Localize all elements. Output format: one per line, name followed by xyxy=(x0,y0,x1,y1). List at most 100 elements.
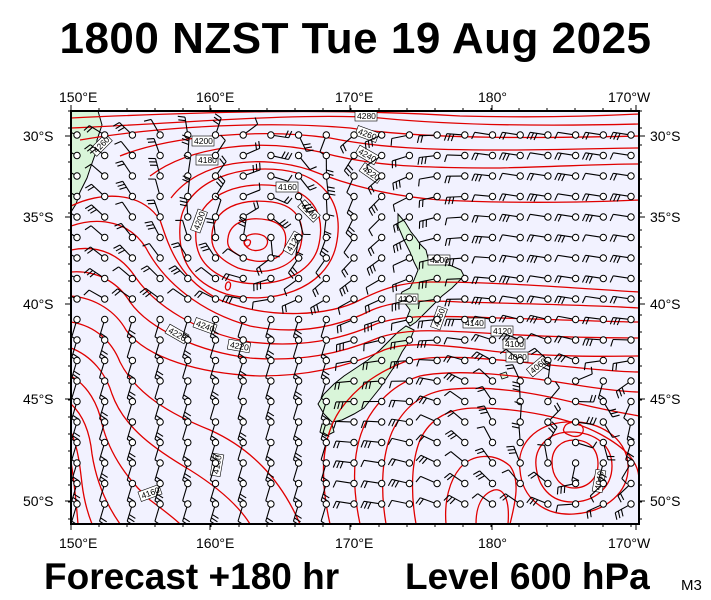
wind-barb xyxy=(265,418,275,444)
wind-barb xyxy=(526,213,552,222)
wind-barb xyxy=(334,356,358,371)
wind-barb xyxy=(415,377,441,386)
wind-barb xyxy=(83,289,109,303)
wind-barb xyxy=(444,295,469,307)
wind-barb xyxy=(154,315,164,342)
wind-barb xyxy=(476,426,497,447)
wind-barb xyxy=(211,155,227,180)
wind-barb xyxy=(195,266,220,283)
wind-barb xyxy=(554,335,580,344)
lon-label: 160°E xyxy=(196,89,234,105)
wind-barb xyxy=(115,201,137,221)
wind-barb xyxy=(182,175,192,201)
wind-barb xyxy=(221,295,247,304)
wind-barb xyxy=(554,315,580,324)
wind-barb xyxy=(571,416,597,426)
wind-barb xyxy=(182,315,192,342)
wind-barb xyxy=(471,254,497,264)
wind-barb xyxy=(209,418,220,444)
wind-barb xyxy=(294,151,317,171)
wind-barb xyxy=(334,377,358,390)
wind-barb xyxy=(320,315,330,342)
wind-barb xyxy=(387,499,414,508)
wind-barb xyxy=(332,438,358,449)
wind-barb xyxy=(71,212,81,221)
wind-barb xyxy=(237,500,247,524)
contour-label: 4080 xyxy=(508,352,527,362)
wind-barb xyxy=(179,196,192,221)
wind-barb xyxy=(281,295,303,314)
wind-barb xyxy=(599,418,620,438)
wind-barb xyxy=(391,151,414,169)
wind-barb xyxy=(571,459,580,485)
wind-barb xyxy=(511,422,524,447)
wind-barb xyxy=(332,459,358,469)
wind-barb xyxy=(526,496,552,508)
wind-barb xyxy=(418,172,441,187)
forecast-label: Forecast +180 hr xyxy=(44,556,340,597)
wind-barb xyxy=(115,160,137,180)
wind-barb xyxy=(501,469,524,488)
wind-barb xyxy=(267,130,293,139)
wind-barb xyxy=(71,172,81,180)
wind-barb xyxy=(475,385,497,406)
wind-barb xyxy=(418,274,441,290)
lat-label: 40°S xyxy=(23,296,54,312)
wind-barb xyxy=(498,192,524,202)
wind-barb xyxy=(471,131,497,140)
wind-barb xyxy=(343,151,358,177)
wind-barb xyxy=(526,274,552,283)
wind-barb xyxy=(361,397,386,409)
wind-barb xyxy=(310,295,330,316)
wind-barb xyxy=(498,172,524,181)
wind-barb xyxy=(392,172,414,191)
wind-barb xyxy=(609,295,635,304)
wind-barb xyxy=(499,493,524,508)
wind-barb xyxy=(554,353,580,365)
wind-barb xyxy=(527,471,552,488)
wind-barb xyxy=(315,254,330,279)
nz-south-island xyxy=(317,325,415,423)
model-label: M3 xyxy=(681,577,702,594)
wind-barb xyxy=(415,454,441,467)
lon-label: 150°E xyxy=(59,535,97,551)
wind-barb xyxy=(83,268,109,283)
wind-barb xyxy=(336,315,358,334)
wind-barb xyxy=(609,131,635,141)
wind-barb xyxy=(139,287,164,303)
wind-barb xyxy=(581,233,607,242)
wind-barb xyxy=(589,479,607,503)
wind-barb xyxy=(526,333,552,344)
wind-barb xyxy=(498,213,524,223)
wind-barb xyxy=(415,414,441,426)
wind-barb xyxy=(391,295,414,312)
wind-barb xyxy=(609,233,635,243)
wind-barb xyxy=(198,242,220,262)
wind-barb xyxy=(477,405,497,426)
wind-barb xyxy=(392,274,414,293)
wind-barb xyxy=(388,418,414,428)
wind-barb xyxy=(239,141,261,160)
wind-barb xyxy=(443,494,469,508)
wind-barb xyxy=(623,397,635,424)
wind-barb xyxy=(614,500,635,520)
wind-barb xyxy=(554,233,580,243)
contour-label: 4120 xyxy=(493,326,512,336)
bottom-lon-labels: 150°E 160°E 170°E 180° 170°W xyxy=(59,535,651,551)
wind-barb xyxy=(471,295,497,305)
wind-barb xyxy=(617,479,635,503)
contour-label: 4180 xyxy=(198,155,217,165)
wind-barb xyxy=(443,372,469,385)
wind-barb xyxy=(71,479,81,506)
wind-barb xyxy=(470,333,497,344)
wind-barb xyxy=(333,418,358,429)
wind-barb xyxy=(83,125,109,139)
wind-barb xyxy=(444,472,469,488)
wind-barb xyxy=(526,295,552,304)
wind-barb xyxy=(364,131,386,150)
wind-barb xyxy=(335,336,358,352)
wind-barb xyxy=(392,213,414,233)
wind-barb xyxy=(84,144,109,160)
wind-barb xyxy=(363,336,386,352)
wind-barb xyxy=(418,233,441,250)
